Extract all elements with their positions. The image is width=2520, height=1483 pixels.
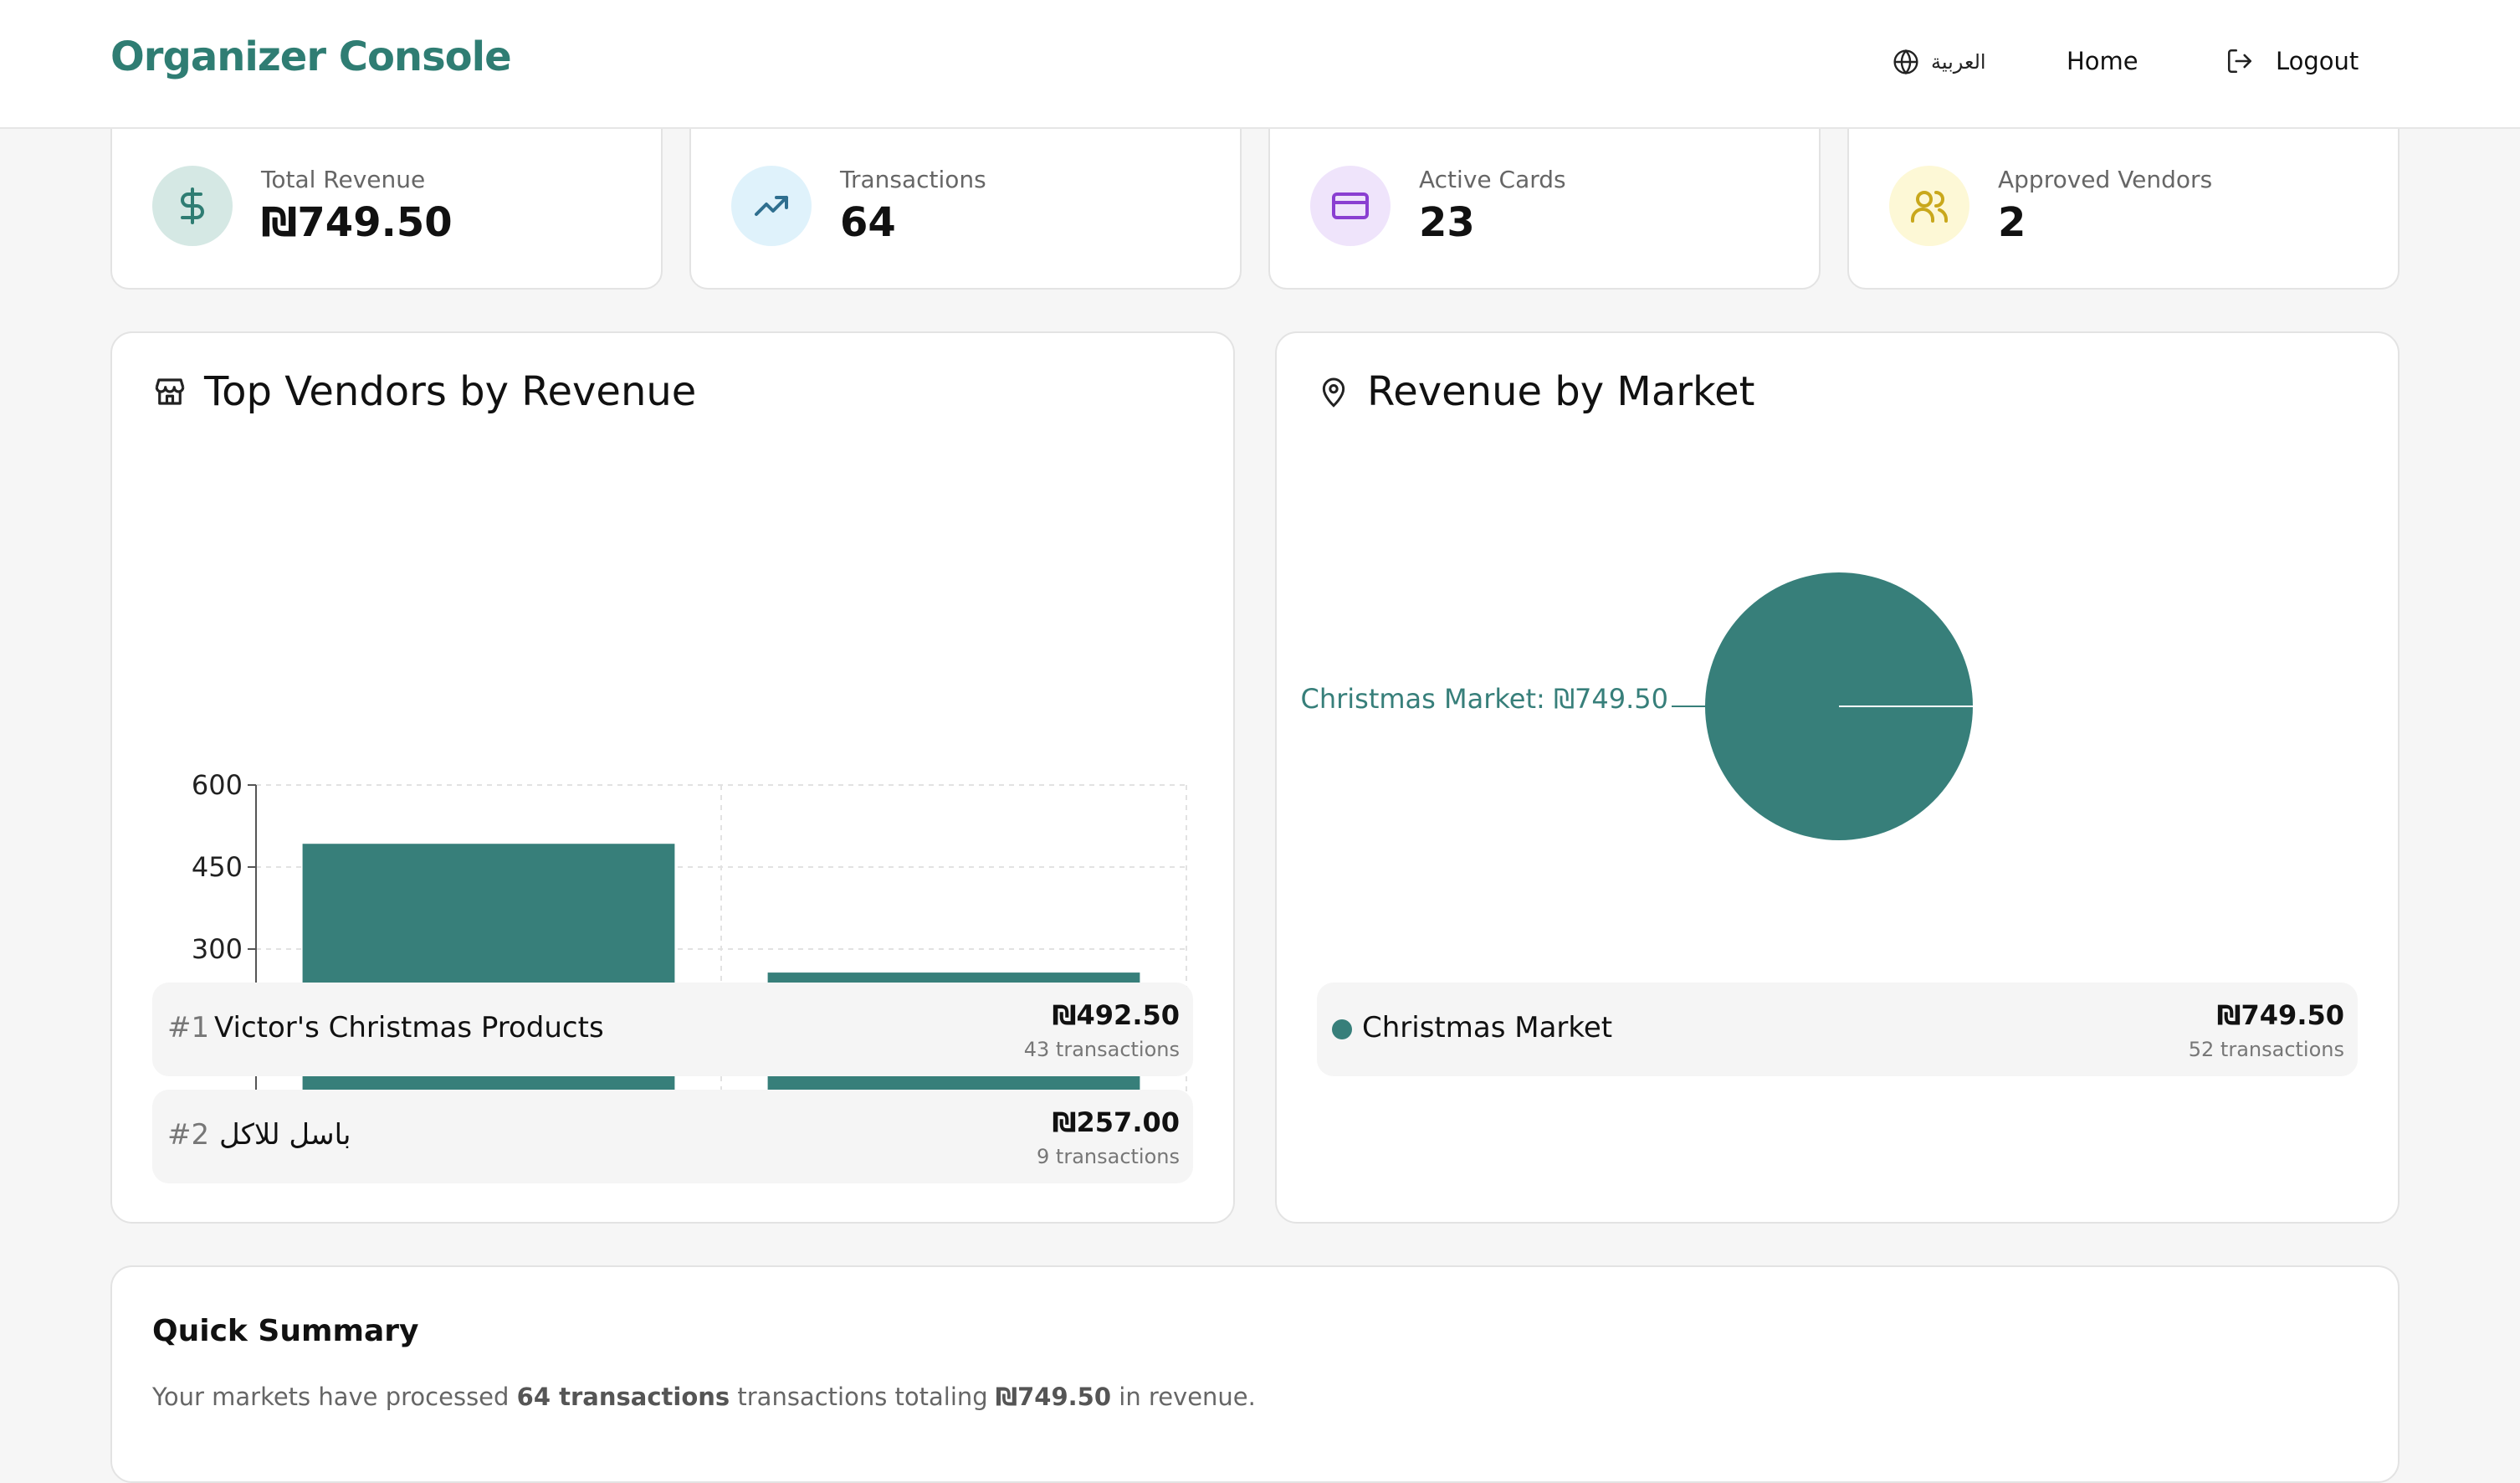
vendor-row[interactable]: #1 Victor's Christmas Products ₪492.50 4… (152, 983, 1193, 1076)
summary-text: transactions totaling (730, 1383, 996, 1411)
stat-card-total-revenue: Total Revenue ₪749.50 (110, 117, 663, 290)
users-icon (1911, 191, 1948, 223)
stat-value: 64 (840, 199, 896, 246)
stat-card-approved-vendors: Approved Vendors 2 (1847, 117, 2400, 290)
logout-label: Logout (2276, 47, 2359, 75)
vendor-rank: #1 (167, 1011, 210, 1044)
market-color-dot (1332, 1019, 1352, 1039)
revenue-by-market-title: Revenue by Market (1317, 368, 1754, 415)
logout-button[interactable]: Logout (2225, 47, 2359, 75)
vendor-transactions: 9 transactions (1037, 1145, 1180, 1168)
globe-icon (1893, 49, 1918, 75)
stat-label: Approved Vendors (1998, 166, 2213, 193)
stat-value: 2 (1998, 199, 2026, 246)
quick-summary-title: Quick Summary (152, 1314, 419, 1348)
market-pie-chart: Christmas Market: ₪749.50 (1300, 572, 1973, 840)
stat-value: ₪749.50 (261, 199, 453, 246)
logout-icon (2227, 49, 2252, 74)
panel-title-text: Top Vendors by Revenue (204, 368, 697, 415)
market-row[interactable]: Christmas Market ₪749.50 52 transactions (1317, 983, 2358, 1076)
stat-icon-circle (1310, 166, 1391, 246)
vendor-row[interactable]: #2 باسل للاكل ₪257.00 9 transactions (152, 1090, 1193, 1183)
pie-slice-label: Christmas Market: ₪749.50 (1300, 683, 1668, 715)
market-name: Christmas Market (1362, 1011, 1613, 1044)
summary-amount: ₪749.50 (995, 1383, 1112, 1411)
y-tick-label: 450 (192, 851, 243, 883)
vendor-amount: ₪492.50 (1052, 999, 1180, 1031)
summary-transactions: 64 transactions (516, 1383, 730, 1411)
panel-title-text: Revenue by Market (1367, 368, 1755, 415)
stat-icon-circle (152, 166, 233, 246)
summary-text: in revenue. (1111, 1383, 1256, 1411)
summary-line: Your markets have processed 64 transacti… (152, 1383, 1256, 1411)
vendor-name: Victor's Christmas Products (214, 1011, 604, 1044)
trending-up-icon (755, 196, 788, 216)
language-label: العربية (1931, 50, 1986, 74)
vendor-name: باسل للاكل (219, 1118, 351, 1152)
store-icon (155, 378, 185, 405)
summary-text: Your markets have processed (152, 1383, 517, 1411)
stat-label: Transactions (840, 166, 986, 193)
stat-card-transactions: Transactions 64 (689, 117, 1242, 290)
vendor-transactions: 43 transactions (1023, 1038, 1180, 1061)
map-pin-icon (1322, 377, 1345, 408)
stat-value: 23 (1419, 199, 1475, 246)
market-transactions: 52 transactions (2188, 1038, 2344, 1061)
stat-label: Total Revenue (261, 166, 426, 193)
revenue-by-market-panel: Revenue by Market Christmas Market: ₪749… (1275, 331, 2400, 1224)
brand-title[interactable]: Organizer Console (110, 33, 512, 80)
home-link[interactable]: Home (2067, 47, 2138, 75)
stat-icon-circle (1889, 166, 1969, 246)
top-header: Organizer Console العربية Home Logout (0, 0, 2520, 129)
stat-card-active-cards: Active Cards 23 (1268, 117, 1821, 290)
vendor-rank: #2 (167, 1118, 210, 1152)
top-vendors-title: Top Vendors by Revenue (152, 368, 696, 415)
market-amount: ₪749.50 (2216, 999, 2344, 1031)
vendor-amount: ₪257.00 (1052, 1106, 1180, 1138)
top-vendors-panel: Top Vendors by Revenue 0150300450600Vict… (110, 331, 1235, 1224)
home-label: Home (2067, 47, 2138, 75)
dollar-icon (181, 187, 204, 224)
quick-summary-panel: Quick Summary Your markets have processe… (110, 1265, 2400, 1483)
stat-label: Active Cards (1419, 166, 1566, 193)
stat-icon-circle (731, 166, 812, 246)
language-switcher[interactable]: العربية (1893, 49, 1986, 75)
y-tick-label: 600 (192, 769, 243, 801)
y-tick-label: 300 (192, 933, 243, 965)
credit-card-icon (1332, 192, 1369, 219)
